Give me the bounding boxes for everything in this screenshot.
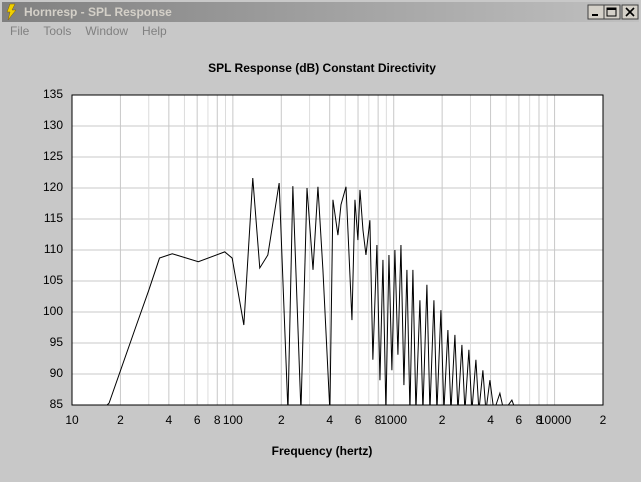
y-tick-label: 120 xyxy=(43,180,63,194)
x-tick-label: 1000 xyxy=(380,413,407,427)
menu-item[interactable]: Help xyxy=(142,24,167,38)
x-tick-label: 100 xyxy=(223,413,243,427)
x-tick-label: 6 xyxy=(355,413,362,427)
x-tick-label: 10000 xyxy=(538,413,572,427)
x-tick-label: 2 xyxy=(600,413,607,427)
maximize-button[interactable] xyxy=(603,4,621,20)
x-tick-label: 10 xyxy=(65,413,79,427)
close-button[interactable] xyxy=(621,4,639,20)
y-tick-label: 110 xyxy=(44,242,63,256)
chart-title: SPL Response (dB) Constant Directivity xyxy=(208,61,436,75)
x-tick-label: 2 xyxy=(278,413,285,427)
y-tick-label: 90 xyxy=(50,366,64,380)
menu-item[interactable]: File xyxy=(10,24,30,38)
app-icon xyxy=(6,3,17,21)
x-tick-label: 8 xyxy=(536,413,543,427)
x-tick-label: 6 xyxy=(516,413,523,427)
x-tick-label: 4 xyxy=(166,413,173,427)
spl-curve xyxy=(106,178,515,405)
y-tick-label: 135 xyxy=(43,87,63,101)
y-tick-label: 100 xyxy=(43,304,63,318)
y-tick-label: 95 xyxy=(50,335,64,349)
menu-item[interactable]: Window xyxy=(85,24,128,38)
y-tick-label: 105 xyxy=(43,273,63,287)
x-tick-label: 8 xyxy=(214,413,221,427)
grid xyxy=(71,94,604,406)
minimize-button[interactable] xyxy=(587,4,605,20)
x-tick-label: 2 xyxy=(439,413,446,427)
window-title: Hornresp - SPL Response xyxy=(24,5,172,19)
y-tick-label: 125 xyxy=(43,149,63,163)
title-bar xyxy=(2,2,639,22)
x-tick-label: 8 xyxy=(375,413,382,427)
x-tick-label: 6 xyxy=(194,413,201,427)
y-tick-label: 130 xyxy=(43,118,63,132)
menu-bar: File Tools Window Help xyxy=(10,24,167,38)
x-axis-label: Frequency (hertz) xyxy=(272,444,373,458)
y-tick-label: 85 xyxy=(50,397,64,411)
curves xyxy=(106,178,515,405)
menu-item[interactable]: Tools xyxy=(43,24,71,38)
plot-border xyxy=(71,94,604,406)
y-tick-label: 115 xyxy=(44,211,63,225)
x-tick-label: 4 xyxy=(487,413,494,427)
x-tick-label: 2 xyxy=(117,413,124,427)
x-tick-label: 4 xyxy=(326,413,333,427)
